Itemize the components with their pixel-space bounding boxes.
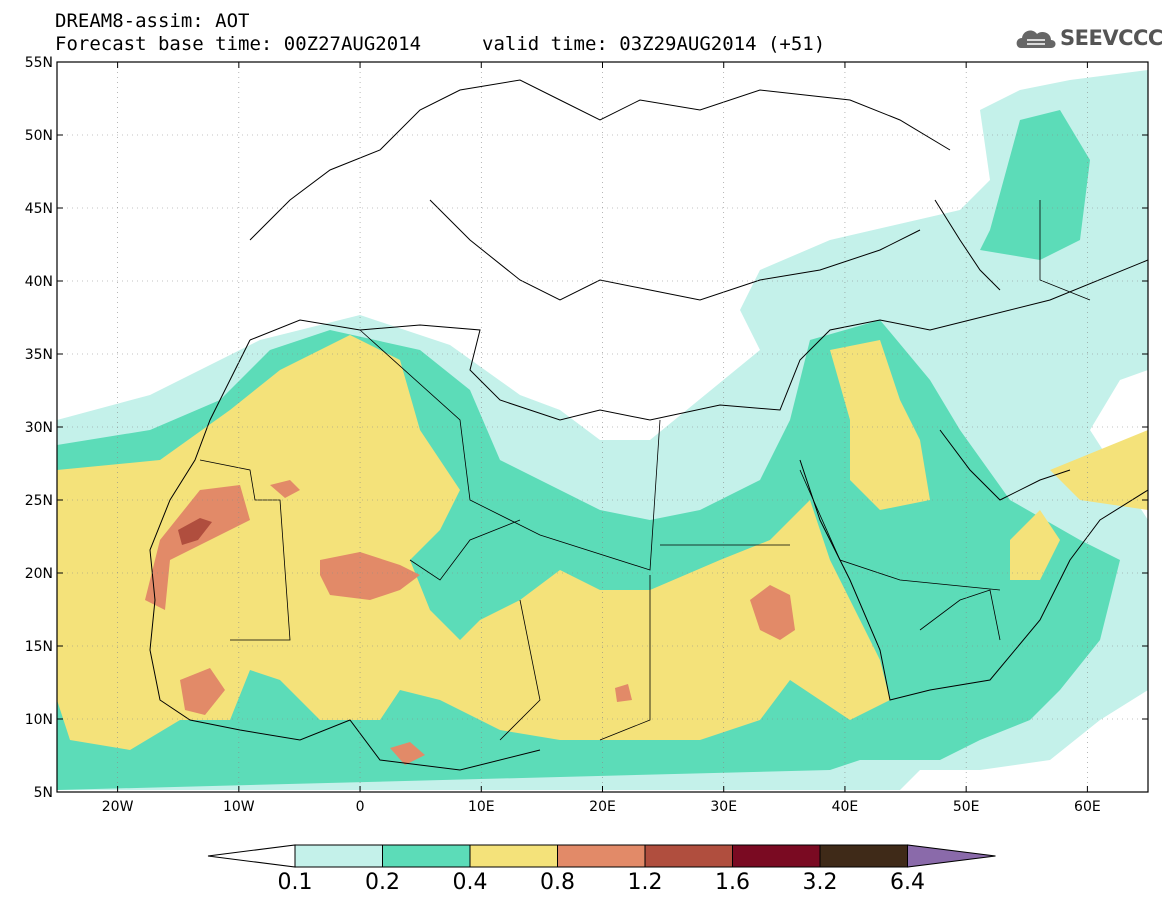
borders [199,200,1091,741]
colorbar-segment [644,844,733,868]
colorbar-segment [732,844,821,868]
chart-title: DREAM8-assim: AOT [55,10,250,32]
colorbar-label: 3.2 [802,870,838,895]
lon-tick-label: 40E [832,799,859,815]
aot-region-0.8-f [390,742,425,765]
lon-tick-label: 0 [356,799,365,815]
colorbar-segment [382,844,471,868]
lat-tick-label: 30N [25,420,53,436]
lon-tick-label: 30E [710,799,737,815]
colorbar-label: 0.2 [365,870,400,895]
aot-region-0.8-a [145,485,250,610]
colorbar-label: 0.4 [452,870,488,895]
aot-region-1.2 [178,518,212,545]
lon-tick-label: 10E [468,799,495,815]
colorbar-segment [469,844,558,868]
lat-tick-label: 45N [25,201,53,217]
lat-tick-label: 40N [25,274,53,290]
aot-region-0.8-g [615,684,632,702]
lon-tick-label: 20W [102,799,134,815]
lon-tick-label: 20E [589,799,616,815]
colorbar-segment [294,844,383,868]
colorbar-label: 0.1 [277,870,313,895]
aot-region-0.8-c [750,585,795,640]
lat-tick-label: 55N [25,55,53,71]
lat-tick-label: 20N [25,566,53,582]
valid-time: valid time: 03Z29AUG2014 (+51) [482,33,826,55]
aot-field [57,70,1148,790]
gridlines [57,62,1148,792]
colorbar-label: 1.2 [627,870,663,895]
colorbar [207,844,996,868]
aot-region-0.8-b [320,552,420,600]
cloud-logo-icon [1016,30,1056,48]
colorbar-min-arrow [207,844,296,868]
colorbar-max-arrow [907,844,996,868]
lat-tick-label: 5N [34,785,53,801]
lat-tick-label: 35N [25,347,53,363]
logo-text: SEEVCCC [1060,26,1163,50]
lon-tick-label: 10W [223,799,255,815]
aot-region-0.4 [57,335,1148,750]
lat-tick-label: 25N [25,493,53,509]
aot-region-0.8-d [180,668,225,715]
colorbar-label: 6.4 [890,870,925,895]
colorbar-segment [819,844,908,868]
colorbar-label: 1.6 [715,870,750,895]
lon-tick-label: 50E [953,799,980,815]
lon-tick-label: 60E [1074,799,1101,815]
lat-tick-label: 10N [25,712,53,728]
axis-ticks: 20W 10W 0 10E 20E 30E 40E 50E 60E 5N 10N 15N 20N 25N 3… [25,55,1148,815]
lat-tick-label: 50N [25,128,53,144]
colorbar-segment [557,844,646,868]
forecast-base-time: Forecast base time: 00Z27AUG2014 [55,33,422,55]
lat-tick-label: 15N [25,639,53,655]
aot-region-0.8-e [270,480,300,498]
colorbar-label: 0.8 [540,870,575,895]
